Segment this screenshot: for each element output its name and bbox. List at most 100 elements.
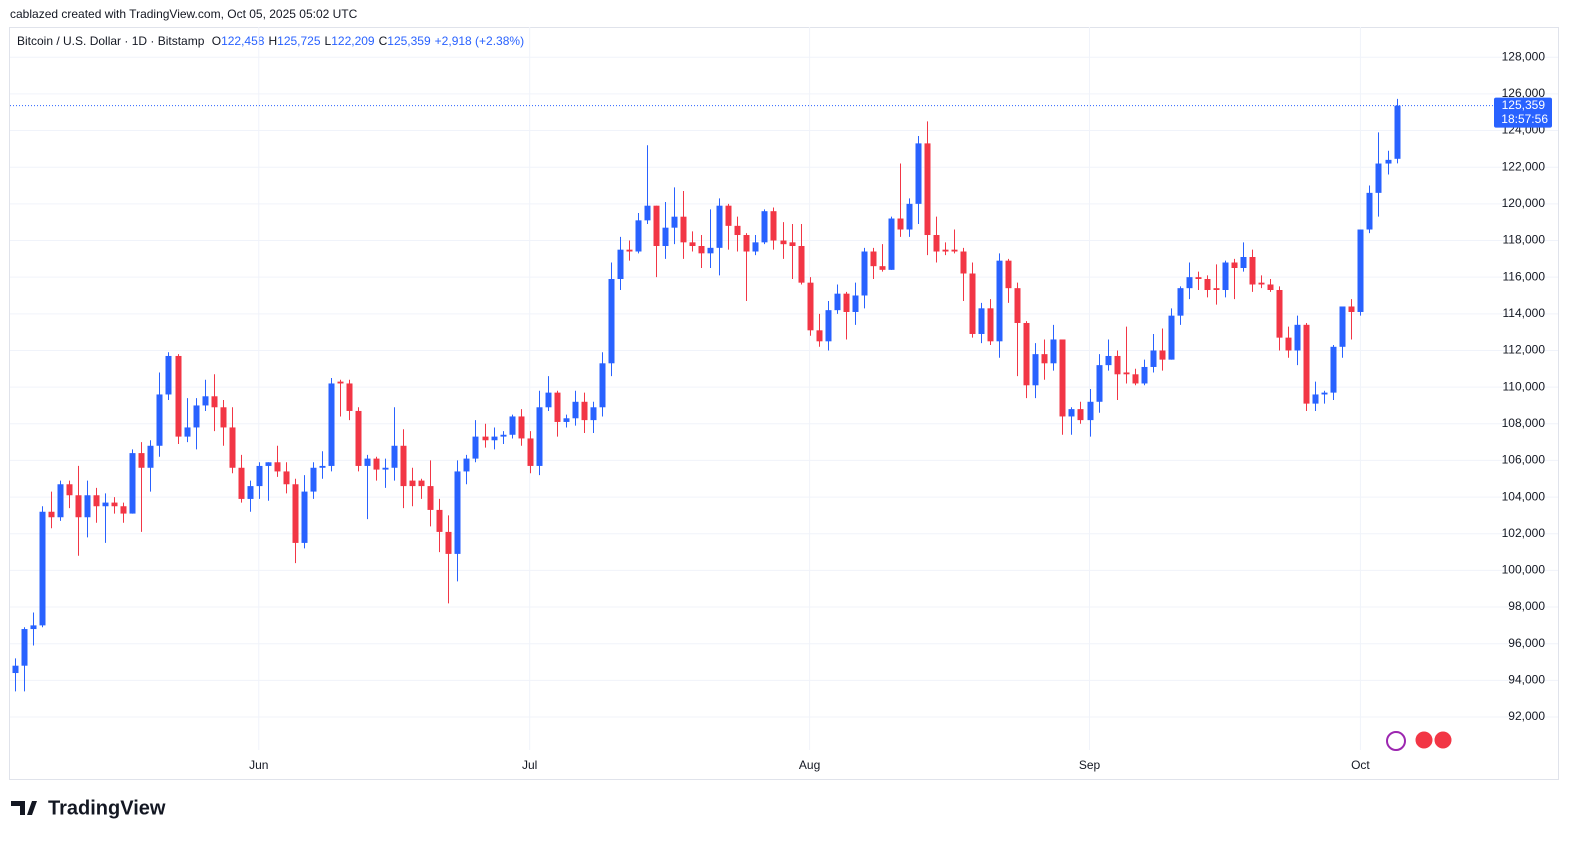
candle-body xyxy=(1357,229,1364,312)
candle-body xyxy=(1339,306,1346,347)
candle-body xyxy=(301,491,308,543)
candle-body xyxy=(915,143,922,204)
credit: cablazed created with TradingView.com, O… xyxy=(10,7,358,21)
y-tick-label: 98,000 xyxy=(1508,599,1545,613)
candle-body xyxy=(84,495,91,518)
candle-body xyxy=(211,396,218,408)
candle-body xyxy=(409,480,416,487)
candle-body xyxy=(283,471,290,485)
candle-body xyxy=(75,495,82,518)
ohlc-key: H xyxy=(268,34,278,48)
candle-body xyxy=(1258,282,1265,285)
candle-body xyxy=(1240,257,1247,268)
candle-body xyxy=(1032,354,1039,386)
brand: TradingView xyxy=(48,797,166,819)
candle-body xyxy=(906,203,913,230)
candle-body xyxy=(319,465,326,468)
candle-body xyxy=(644,205,651,221)
candle-body xyxy=(220,407,227,428)
candle-body xyxy=(1105,355,1112,366)
y-tick-label: 108,000 xyxy=(1502,416,1546,430)
y-tick-label: 96,000 xyxy=(1508,636,1545,650)
symbol-legend: Bitcoin / U.S. Dollar · 1D · Bitstamp O1… xyxy=(17,34,528,48)
y-tick-label: 94,000 xyxy=(1508,673,1545,687)
y-tick-label: 122,000 xyxy=(1502,159,1546,173)
brand-logo: TradingView xyxy=(11,797,166,819)
candle-body xyxy=(743,235,750,252)
candle-body xyxy=(1014,288,1021,323)
chart-frame xyxy=(9,27,1559,780)
candle-body xyxy=(274,462,281,472)
x-tick-label: Oct xyxy=(1351,758,1370,772)
candle-body xyxy=(635,220,642,252)
candle-body xyxy=(472,436,479,459)
candle-body xyxy=(951,249,958,252)
candle-body xyxy=(373,458,380,470)
candle-body xyxy=(509,416,516,435)
candle-body xyxy=(554,392,561,422)
candle-body xyxy=(418,480,425,487)
candle-body xyxy=(1159,350,1166,360)
candle-body xyxy=(1141,366,1148,384)
candle-body xyxy=(445,531,452,554)
y-tick-label: 102,000 xyxy=(1502,526,1546,540)
candle-body xyxy=(716,205,723,248)
y-tick-label: 126,000 xyxy=(1502,86,1546,100)
candle-body xyxy=(1330,346,1337,393)
candle-body xyxy=(1068,409,1075,417)
candle-body xyxy=(536,407,543,466)
last-price-box xyxy=(1494,97,1552,128)
candle-body xyxy=(1023,322,1030,386)
candle-body xyxy=(861,251,868,296)
candle-body xyxy=(1041,354,1048,364)
candle-body xyxy=(310,467,317,492)
ohlc-value: 125,359 xyxy=(387,34,431,48)
candle-body xyxy=(1168,315,1175,360)
ohlc-value: 122,209 xyxy=(331,34,375,48)
candle-body xyxy=(960,251,967,274)
candle-body xyxy=(382,467,389,470)
candle-body xyxy=(969,273,976,334)
candle-body xyxy=(1321,392,1328,395)
candle-body xyxy=(427,486,434,510)
candle-body xyxy=(1150,350,1157,367)
candle-body xyxy=(138,453,145,468)
candle-body xyxy=(1285,337,1292,351)
y-tick-label: 118,000 xyxy=(1503,233,1546,247)
candle-body xyxy=(1385,159,1392,164)
candle-body xyxy=(1186,277,1193,289)
candle-body xyxy=(870,251,877,267)
candle-body xyxy=(39,511,46,626)
candle-body xyxy=(454,471,461,554)
candle-body xyxy=(491,436,498,441)
candle-body xyxy=(229,427,236,468)
candle-body xyxy=(680,216,687,243)
candle-body xyxy=(120,506,127,514)
candle-body xyxy=(1267,284,1274,290)
y-tick-label: 112,000 xyxy=(1503,343,1546,357)
ohlc-key: O xyxy=(211,34,222,48)
candle-body xyxy=(463,458,470,472)
candle-body xyxy=(734,225,741,236)
candle-body xyxy=(57,484,64,518)
candle-body xyxy=(111,502,118,507)
candle-body xyxy=(256,465,263,487)
candle-body xyxy=(482,436,489,441)
candle-body xyxy=(202,396,209,406)
y-tick-label: 104,000 xyxy=(1502,489,1546,503)
change: +2,918 (+2.38%) xyxy=(434,34,525,48)
y-tick-label: 120,000 xyxy=(1502,196,1546,210)
candle-body xyxy=(617,249,624,279)
candle-body xyxy=(978,308,985,334)
candle-body xyxy=(942,249,949,252)
candle-body xyxy=(789,242,796,247)
candle-body xyxy=(653,205,660,247)
candle-body xyxy=(834,293,841,311)
candle-body xyxy=(328,383,335,466)
candle-body xyxy=(436,509,443,532)
candle-body xyxy=(364,458,371,466)
candle-body xyxy=(770,211,777,241)
candle-body xyxy=(1087,401,1094,421)
candle-body xyxy=(888,218,895,270)
